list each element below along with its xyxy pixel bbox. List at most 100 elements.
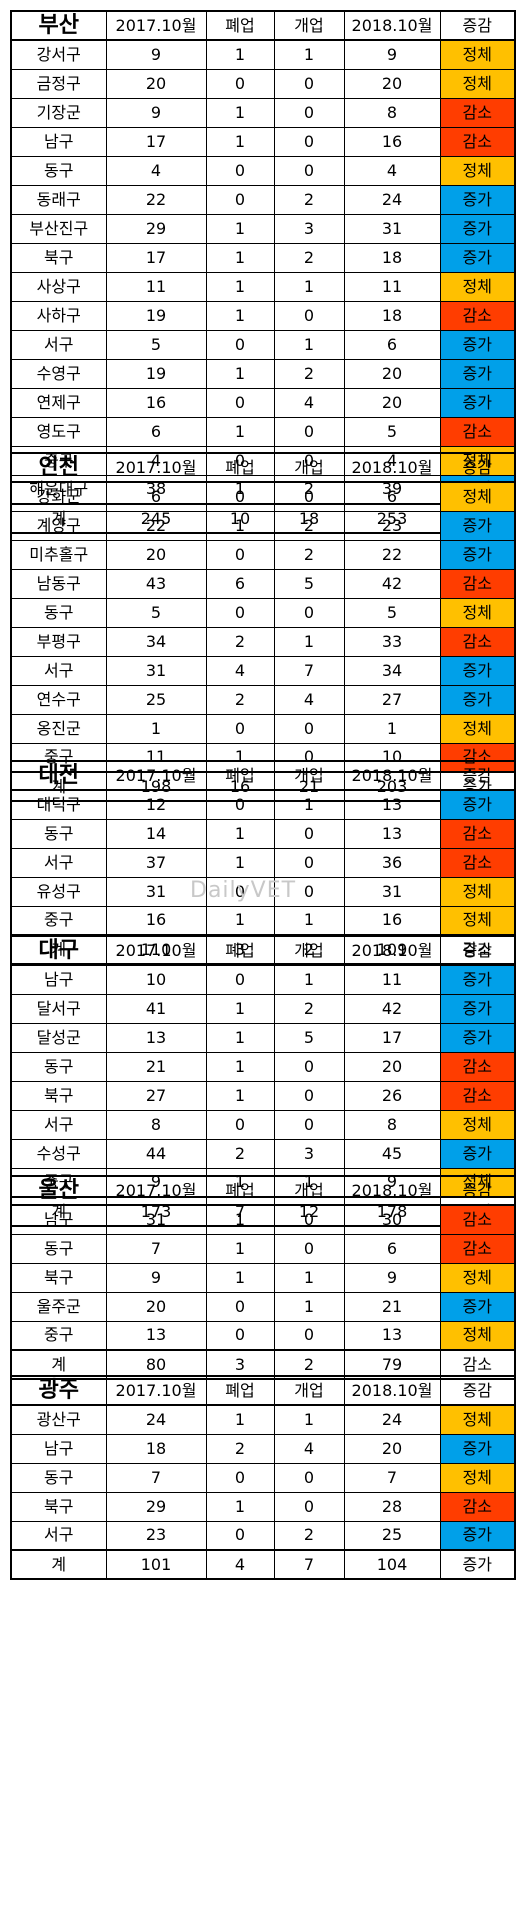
closures: 1 [205, 1262, 275, 1293]
total-openings: 7 [273, 1549, 345, 1580]
count-2017: 6 [105, 416, 207, 447]
openings: 1 [273, 1404, 345, 1435]
table-row: 동래구 22 0 2 24 증가 [10, 184, 516, 215]
change-status: 증가 [439, 1138, 516, 1169]
total-2017: 101 [105, 1549, 207, 1580]
total-label: 계 [10, 1549, 107, 1580]
table-row: 서구 5 0 1 6 증가 [10, 329, 516, 360]
district-name: 부평구 [10, 626, 107, 657]
openings: 0 [273, 481, 345, 512]
count-2017: 8 [105, 1109, 207, 1140]
count-2018: 20 [343, 1433, 441, 1464]
table-row: 남구 17 1 0 16 감소 [10, 126, 516, 157]
closures: 1 [205, 242, 275, 273]
district-name: 중구 [10, 1320, 107, 1351]
count-2018: 8 [343, 97, 441, 128]
header-row: 울산 2017.10월 폐업 개업 2018.10월 증감 [10, 1175, 516, 1206]
column-header: 폐업 [205, 452, 275, 483]
column-header: 증감 [439, 935, 516, 966]
total-2018: 104 [343, 1549, 441, 1580]
openings: 0 [273, 597, 345, 628]
openings: 1 [273, 1291, 345, 1322]
change-status: 증가 [439, 655, 516, 686]
region-table: 인천 2017.10월 폐업 개업 2018.10월 증감 강화군 6 0 0 6 정체 계양구 22 1 2… [10, 452, 516, 802]
column-header: 증감 [439, 10, 516, 41]
column-header: 2018.10월 [343, 452, 441, 483]
count-2017: 20 [105, 539, 207, 570]
openings: 0 [273, 68, 345, 99]
change-status: 정체 [439, 1320, 516, 1351]
district-name: 서구 [10, 655, 107, 686]
total-openings: 2 [273, 1349, 345, 1380]
openings: 1 [273, 626, 345, 657]
count-2017: 22 [105, 510, 207, 541]
change-status: 증가 [439, 1291, 516, 1322]
table-row: 동구 7 0 0 7 정체 [10, 1462, 516, 1493]
change-status: 증가 [439, 684, 516, 715]
table-row: 연수구 25 2 4 27 증가 [10, 684, 516, 715]
table-row: 계양구 22 1 2 23 증가 [10, 510, 516, 541]
openings: 0 [273, 155, 345, 186]
closures: 0 [205, 184, 275, 215]
openings: 1 [273, 329, 345, 360]
column-header: 증감 [439, 1175, 516, 1206]
openings: 2 [273, 358, 345, 389]
change-status: 감소 [439, 97, 516, 128]
openings: 4 [273, 387, 345, 418]
district-name: 강서구 [10, 39, 107, 70]
table-row: 남구 31 1 0 30 감소 [10, 1204, 516, 1235]
count-2017: 9 [105, 97, 207, 128]
region-table-1: 인천 2017.10월 폐업 개업 2018.10월 증감 강화군 6 0 0 6 정체 계양구 22 1 2… [10, 452, 516, 802]
district-name: 사상구 [10, 271, 107, 302]
count-2017: 5 [105, 597, 207, 628]
header-row: 광주 2017.10월 폐업 개업 2018.10월 증감 [10, 1375, 516, 1406]
openings: 1 [273, 1262, 345, 1293]
count-2017: 24 [105, 1404, 207, 1435]
table-row: 옹진군 1 0 0 1 정체 [10, 713, 516, 744]
count-2018: 31 [343, 213, 441, 244]
district-name: 동구 [10, 1233, 107, 1264]
openings: 0 [273, 1320, 345, 1351]
count-2017: 31 [105, 1204, 207, 1235]
change-status: 증가 [439, 242, 516, 273]
table-row: 남동구 43 6 5 42 감소 [10, 568, 516, 599]
count-2018: 13 [343, 818, 441, 849]
table-row: 서구 23 0 2 25 증가 [10, 1520, 516, 1551]
district-name: 유성구 [10, 876, 107, 907]
change-status: 감소 [439, 847, 516, 878]
total-row: 계 80 3 2 79 감소 [10, 1349, 516, 1380]
change-status: 감소 [439, 300, 516, 331]
change-status: 증가 [439, 1022, 516, 1053]
header-row: 대전 2017.10월 폐업 개업 2018.10월 증감 [10, 760, 516, 791]
header-row: 부산 2017.10월 폐업 개업 2018.10월 증감 [10, 10, 516, 41]
table-row: 부평구 34 2 1 33 감소 [10, 626, 516, 657]
table-row: 대덕구 12 0 1 13 증가 [10, 789, 516, 820]
column-header: 2018.10월 [343, 1175, 441, 1206]
change-status: 감소 [439, 818, 516, 849]
count-2018: 20 [343, 387, 441, 418]
change-status: 정체 [439, 271, 516, 302]
closures: 2 [205, 626, 275, 657]
column-header: 2017.10월 [105, 760, 207, 791]
district-name: 수영구 [10, 358, 107, 389]
count-2018: 22 [343, 539, 441, 570]
district-name: 울주군 [10, 1291, 107, 1322]
openings: 1 [273, 271, 345, 302]
region-table: 울산 2017.10월 폐업 개업 2018.10월 증감 남구 31 1 0 30 감소 동구 7 1 0 6… [10, 1175, 516, 1380]
count-2018: 36 [343, 847, 441, 878]
city-name: 울산 [10, 1175, 107, 1206]
openings: 2 [273, 993, 345, 1024]
closures: 1 [205, 1204, 275, 1235]
table-row: 북구 27 1 0 26 감소 [10, 1080, 516, 1111]
column-header: 폐업 [205, 1175, 275, 1206]
closures: 2 [205, 684, 275, 715]
column-header: 개업 [273, 935, 345, 966]
closures: 1 [205, 818, 275, 849]
watermark-text: DailyVET [190, 878, 297, 903]
column-header: 증감 [439, 452, 516, 483]
district-name: 남동구 [10, 568, 107, 599]
district-name: 대덕구 [10, 789, 107, 820]
closures: 0 [205, 539, 275, 570]
region-table: 광주 2017.10월 폐업 개업 2018.10월 증감 광산구 24 1 1 24 정체 남구 18 2… [10, 1375, 516, 1580]
change-status: 감소 [439, 416, 516, 447]
